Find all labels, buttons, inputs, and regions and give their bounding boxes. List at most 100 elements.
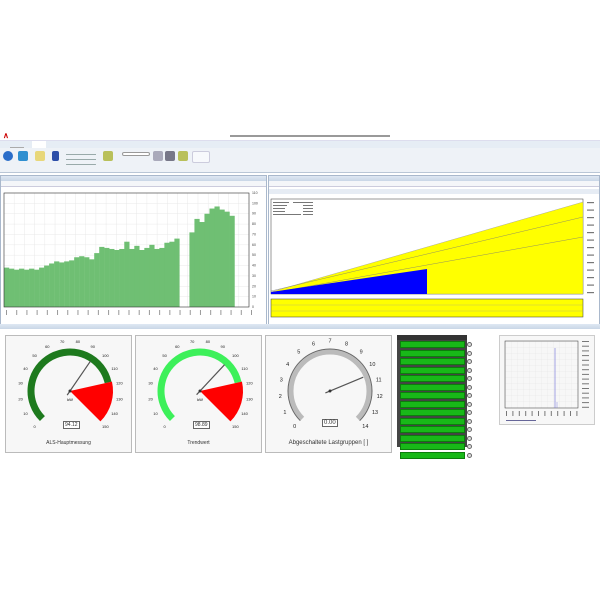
zoom-select[interactable] — [192, 151, 210, 163]
gauge-tick-label: 7 — [328, 339, 331, 345]
tab[interactable] — [104, 141, 118, 148]
y-tick-label — [582, 364, 589, 366]
app-logo[interactable]: ∧ — [3, 131, 9, 140]
y-tick-label — [587, 254, 594, 256]
y-tick-label — [582, 383, 589, 385]
tab[interactable] — [10, 141, 24, 148]
gauge-tick-label: 11 — [376, 377, 382, 383]
status-indicator-icon[interactable] — [467, 418, 472, 424]
status-indicator-icon[interactable] — [467, 367, 472, 373]
gauge-tick-label: 120 — [116, 381, 123, 386]
x-tick-label — [531, 411, 533, 416]
bar — [159, 247, 165, 307]
bar — [124, 241, 130, 307]
y-tick-label — [587, 224, 594, 226]
gauge-tick-label: 50 — [32, 353, 37, 358]
printer-icon[interactable] — [153, 151, 163, 161]
trend-chart — [269, 187, 599, 324]
x-tick-label — [57, 310, 59, 315]
gauge-tick-label: 70 — [60, 339, 65, 344]
x-tick-label — [6, 310, 7, 315]
book-icon[interactable] — [52, 151, 59, 161]
load-group-item[interactable] — [400, 417, 472, 425]
ribbon-toolbar — [0, 148, 600, 173]
bar — [99, 246, 105, 307]
status-indicator-icon[interactable] — [467, 410, 472, 416]
load-group-item[interactable] — [400, 400, 472, 408]
bar — [44, 265, 50, 307]
gauge-label: ALS-Hauptmessung — [46, 440, 91, 446]
x-tick-label — [557, 411, 559, 416]
y-tick-label: 20 — [252, 284, 256, 288]
info-icon[interactable] — [3, 151, 13, 161]
consumption-area — [271, 269, 427, 294]
bar — [9, 268, 15, 307]
gauge-value: 0.00 — [322, 419, 338, 427]
x-tick-label — [148, 310, 150, 315]
bar — [29, 268, 35, 307]
plot-frame — [3, 192, 250, 308]
gauge-tick-label: 130 — [246, 396, 253, 401]
load-group-item[interactable] — [400, 366, 472, 374]
gauge-tick-label: 2 — [279, 394, 282, 400]
status-indicator-icon[interactable] — [467, 427, 472, 433]
load-group-item[interactable] — [400, 434, 472, 442]
bar — [109, 248, 115, 307]
load-group-item[interactable] — [400, 358, 472, 366]
gauge-tick-label: 13 — [372, 410, 378, 416]
x-tick-label — [108, 310, 110, 315]
load-group-item[interactable] — [400, 392, 472, 400]
y-tick-label — [582, 392, 589, 394]
status-indicator-icon[interactable] — [467, 342, 472, 348]
load-group-item[interactable] — [400, 341, 472, 349]
gauge-tick-label: 80 — [206, 339, 211, 344]
load-group-item[interactable] — [400, 451, 472, 459]
export-icon[interactable] — [178, 151, 188, 161]
settings-icon[interactable] — [103, 151, 113, 161]
options-list[interactable] — [66, 152, 96, 166]
gauge-unit: kW — [197, 397, 203, 402]
x-tick-label — [570, 411, 571, 416]
load-group-item[interactable] — [400, 349, 472, 357]
gauge-arc — [157, 348, 242, 422]
load-group-item[interactable] — [400, 443, 472, 451]
trend-line — [270, 216, 584, 292]
status-indicator-icon[interactable] — [467, 384, 472, 390]
y-tick-label: 80 — [252, 222, 256, 226]
status-indicator-icon[interactable] — [467, 452, 472, 458]
tab[interactable] — [54, 141, 74, 148]
load-group-item[interactable] — [400, 383, 472, 391]
load-group-list — [397, 335, 472, 459]
dropdown[interactable] — [122, 152, 150, 156]
bar — [224, 211, 230, 307]
status-indicator-icon[interactable] — [467, 401, 472, 407]
status-indicator-icon[interactable] — [467, 444, 472, 450]
load-group-item[interactable] — [400, 409, 472, 417]
gauge-tick-label: 10 — [369, 362, 375, 368]
status-indicator-icon[interactable] — [467, 435, 472, 441]
print-icon[interactable] — [165, 151, 175, 161]
tab[interactable] — [126, 141, 140, 148]
ribbon-tabs — [0, 141, 600, 148]
bar-chart: 0 10 20 30 40 50 60 70 80 90 100 110 — [1, 187, 266, 324]
gauge-main-measurement: 0 10 20 30 40 50 60 70 80 90 100 110 120 130 140 150 kW … — [5, 335, 132, 453]
bar — [24, 269, 30, 307]
bar — [104, 247, 110, 307]
tab[interactable] — [32, 141, 46, 148]
load-group-item[interactable] — [400, 375, 472, 383]
folder-icon[interactable] — [35, 151, 45, 161]
gauge-tick-label: 4 — [286, 362, 289, 368]
load-group-item[interactable] — [400, 426, 472, 434]
tab[interactable] — [82, 141, 96, 148]
chart-tab[interactable] — [269, 189, 599, 194]
status-indicator-icon[interactable] — [467, 350, 472, 356]
status-indicator-icon[interactable] — [467, 359, 472, 365]
bar — [64, 261, 70, 307]
y-tick-label: 90 — [252, 212, 256, 216]
monitor-icon[interactable] — [18, 151, 28, 161]
panel-toolbar — [1, 181, 266, 187]
status-indicator-icon[interactable] — [467, 376, 472, 382]
danger-zone — [200, 381, 243, 422]
gauge-tick-label: 10 — [23, 411, 28, 416]
status-indicator-icon[interactable] — [467, 393, 472, 399]
